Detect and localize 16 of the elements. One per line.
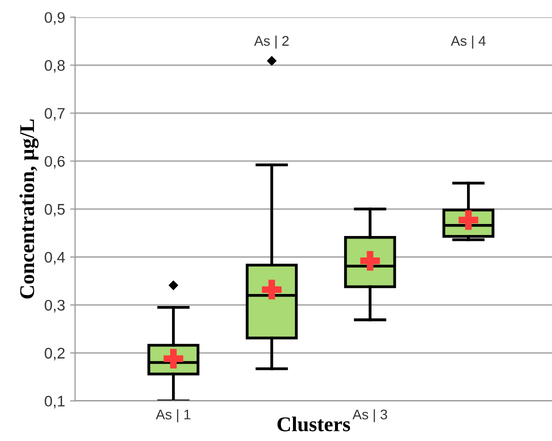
y-tick-label: 0,2 (44, 348, 65, 360)
y-axis-title: Concentration, µg/L (20, 119, 39, 299)
x-axis-title: Clusters (278, 416, 350, 432)
point (262, 280, 282, 300)
y-tick-label: 0,3 (44, 300, 65, 312)
x-tick-label: As | 4 (450, 36, 486, 49)
y-tick-label: 0,9 (44, 12, 65, 25)
y-tick-label: 0,7 (44, 108, 65, 121)
x-tick-label: As | 1 (156, 409, 190, 422)
y-tick-label: 0,5 (44, 204, 65, 217)
y-tick-label: 0,6 (44, 156, 65, 169)
y-tick-label: 0,8 (44, 60, 65, 73)
y-tick-label: 0,1 (44, 396, 65, 408)
x-tick-label: As | 3 (352, 409, 388, 422)
x-tick-label: As | 2 (254, 36, 289, 49)
y-tick-label: 0,4 (44, 252, 65, 264)
